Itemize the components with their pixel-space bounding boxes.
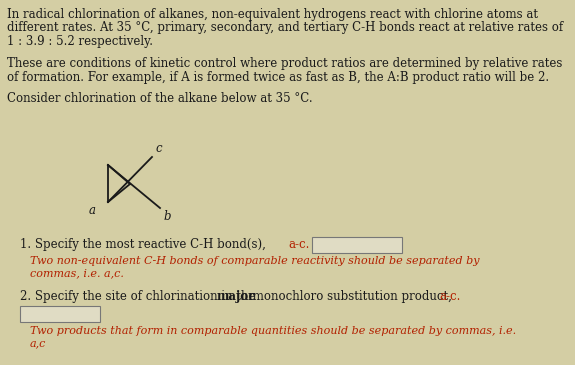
- Text: a-c.: a-c.: [288, 238, 309, 251]
- Text: c: c: [155, 142, 162, 155]
- Text: These are conditions of kinetic control where product ratios are determined by r: These are conditions of kinetic control …: [7, 57, 562, 70]
- Text: Consider chlorination of the alkane below at 35 °C.: Consider chlorination of the alkane belo…: [7, 92, 313, 105]
- Text: a,c: a,c: [30, 338, 47, 348]
- Text: Two non-equivalent C-H bonds of comparable reactivity should be separated by: Two non-equivalent C-H bonds of comparab…: [30, 256, 480, 266]
- Text: of formation. For example, if A is formed twice as fast as B, the A:B product ra: of formation. For example, if A is forme…: [7, 70, 549, 84]
- Text: 1 : 3.9 : 5.2 respectively.: 1 : 3.9 : 5.2 respectively.: [7, 35, 153, 48]
- Text: b: b: [164, 210, 171, 223]
- Text: different rates. At 35 °C, primary, secondary, and tertiary C-H bonds react at r: different rates. At 35 °C, primary, seco…: [7, 22, 563, 35]
- Text: 1. Specify the most reactive C-H bond(s),: 1. Specify the most reactive C-H bond(s)…: [20, 238, 270, 251]
- Bar: [312, 237, 402, 253]
- Text: In radical chlorination of alkanes, non-equivalent hydrogens react with chlorine: In radical chlorination of alkanes, non-…: [7, 8, 538, 21]
- Text: commas, i.e. a,c.: commas, i.e. a,c.: [30, 268, 124, 278]
- Text: Two products that form in comparable quantities should be separated by commas, i: Two products that form in comparable qua…: [30, 326, 516, 336]
- Bar: [20, 306, 100, 322]
- Text: 2. Specify the site of chlorination in the: 2. Specify the site of chlorination in t…: [20, 290, 259, 303]
- Text: a: a: [89, 204, 96, 217]
- Text: a-c.: a-c.: [439, 290, 461, 303]
- Text: major: major: [217, 290, 255, 303]
- Text: monochloro substitution product,: monochloro substitution product,: [249, 290, 455, 303]
